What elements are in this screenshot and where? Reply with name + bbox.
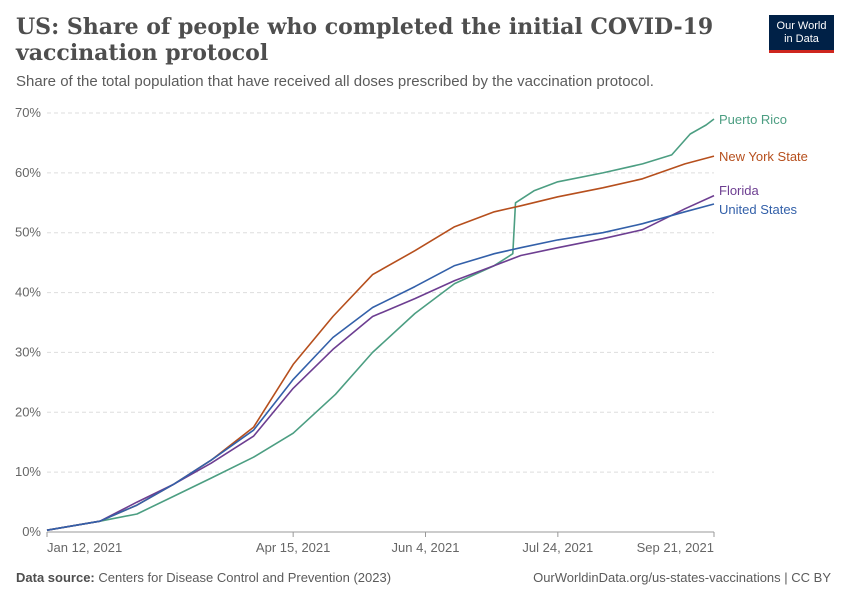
series-label-florida: Florida xyxy=(719,183,760,198)
data-source-label: Data source: xyxy=(16,570,95,585)
series-line-puerto-rico xyxy=(46,118,715,531)
x-tick-label-4: Sep 21, 2021 xyxy=(637,540,714,555)
y-tick-label-50: 50% xyxy=(15,225,41,240)
y-tick-label-0: 0% xyxy=(22,524,41,539)
series-label-new-york-state: New York State xyxy=(719,149,808,164)
y-tick-label-70: 70% xyxy=(15,105,41,120)
chart-title: US: Share of people who completed the in… xyxy=(16,14,714,66)
y-tick-label-20: 20% xyxy=(15,404,41,419)
series-line-new-york-state xyxy=(46,155,715,531)
chart-subtitle: Share of the total population that have … xyxy=(16,73,654,90)
series-label-united-states: United States xyxy=(719,202,798,217)
x-tick-label-1: Apr 15, 2021 xyxy=(256,540,330,555)
y-tick-label-60: 60% xyxy=(15,165,41,180)
series-line-florida xyxy=(46,194,715,531)
y-tick-label-10: 10% xyxy=(15,464,41,479)
data-source-text: Centers for Disease Control and Preventi… xyxy=(98,570,392,585)
y-tick-label-30: 30% xyxy=(15,344,41,359)
x-tick-label-0: Jan 12, 2021 xyxy=(47,540,122,555)
source-link[interactable]: OurWorldinData.org/us-states-vaccination… xyxy=(533,570,831,585)
owid-logo[interactable]: Our World in Data xyxy=(769,15,834,53)
y-tick-label-40: 40% xyxy=(15,285,41,300)
series-label-puerto-rico: Puerto Rico xyxy=(719,112,787,127)
logo-line-2: in Data xyxy=(784,33,819,45)
data-source: Data source: Centers for Disease Control… xyxy=(16,570,391,585)
x-tick-label-2: Jun 4, 2021 xyxy=(392,540,460,555)
logo-line-1: Our World xyxy=(776,20,827,32)
x-tick-label-3: Jul 24, 2021 xyxy=(522,540,593,555)
series-line-united-states xyxy=(46,203,715,531)
